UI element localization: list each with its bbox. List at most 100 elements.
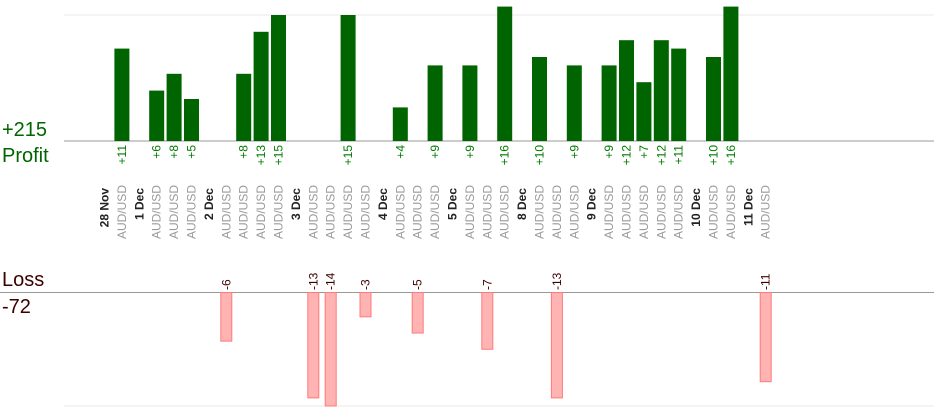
loss-bar [759, 292, 772, 383]
profit-total: +215 [2, 119, 48, 141]
date-label: 1 Dec [132, 188, 146, 220]
profit-value-label: +11 [672, 145, 686, 165]
pair-label: AUD/USD [324, 185, 338, 239]
loss-bar [359, 292, 372, 318]
date-label: 28 Nov [98, 188, 112, 228]
profit-bar [671, 48, 687, 141]
profit-value-label: +7 [637, 145, 651, 159]
pair-label: AUD/USD [620, 185, 634, 239]
pair-label: AUD/USD [724, 185, 738, 239]
pair-label: AUD/USD [185, 185, 199, 239]
date-label: 2 Dec [202, 188, 216, 220]
profit-value-label: +9 [567, 145, 581, 159]
profit-value-label: +13 [254, 145, 268, 166]
profit-value-label: +11 [115, 145, 129, 165]
loss-value-label: -13 [306, 272, 320, 290]
date-label: 4 Dec [376, 188, 390, 220]
profit-value-label: +15 [272, 145, 286, 166]
pair-label: AUD/USD [219, 185, 233, 239]
pair-label: AUD/USD [428, 185, 442, 239]
profit-bar [532, 57, 547, 141]
pair-label: AUD/USD [498, 185, 512, 239]
loss-value-label: -13 [550, 272, 564, 290]
profit-bar [184, 99, 199, 141]
profit-bar [636, 82, 652, 141]
profit-value-label: +9 [428, 145, 442, 159]
profit-bar [462, 65, 478, 141]
profit-value-label: +6 [150, 145, 164, 159]
pair-label: AUD/USD [637, 185, 651, 239]
profit-label: Profit [2, 145, 49, 167]
loss-value-label: -7 [480, 279, 494, 290]
loss-bar [411, 292, 424, 334]
profit-value-label: +16 [724, 145, 738, 166]
date-label: 10 Dec [689, 188, 703, 227]
profit-value-label: +15 [341, 145, 355, 166]
profit-value-label: +9 [463, 145, 477, 159]
profit-bar [723, 6, 739, 141]
pair-label: AUD/USD [254, 185, 268, 239]
profit-bar [166, 73, 182, 141]
pair-label: AUD/USD [272, 185, 286, 239]
profit-bar [619, 40, 634, 142]
loss-value-label: -11 [759, 273, 773, 290]
date-label: 9 Dec [585, 188, 599, 220]
profit-bar [497, 6, 513, 141]
profit-value-label: +10 [533, 145, 547, 166]
pair-label: AUD/USD [393, 185, 407, 239]
date-label: 11 Dec [741, 188, 755, 226]
profit-bar [236, 73, 252, 141]
profit-value-label: +10 [707, 145, 721, 166]
pair-label: AUD/USD [480, 185, 494, 239]
date-label: 3 Dec [289, 188, 303, 220]
profit-value-label: +12 [620, 145, 634, 166]
loss-bar [324, 292, 337, 407]
pair-label: AUD/USD [602, 185, 616, 239]
profit-bar [706, 57, 721, 141]
pair-label: AUD/USD [306, 185, 320, 239]
labels-layer: 28 Nov AUD/USD +11 1 Dec AUD/USD +6 AUD/USD +8 A… [98, 145, 773, 290]
loss-value-label: -5 [411, 279, 425, 290]
loss-bar [307, 292, 320, 399]
profit-value-label: +4 [393, 145, 407, 159]
pair-label: AUD/USD [167, 185, 181, 239]
pair-label: AUD/USD [150, 185, 164, 239]
loss-value-label: -6 [219, 279, 233, 290]
pair-label: AUD/USD [115, 185, 129, 239]
pair-label: AUD/USD [411, 185, 425, 239]
pair-label: AUD/USD [237, 185, 251, 239]
pair-label: AUD/USD [359, 185, 373, 239]
date-label: 8 Dec [515, 188, 529, 220]
loss-value-label: -3 [359, 279, 373, 290]
profit-value-label: +8 [167, 145, 181, 159]
pair-label: AUD/USD [533, 185, 547, 239]
bars-layer [114, 6, 772, 407]
loss-bar [481, 292, 494, 350]
date-label: 5 Dec [446, 188, 460, 220]
pair-label: AUD/USD [654, 185, 668, 239]
profit-bar [253, 31, 269, 141]
profit-value-label: +8 [237, 145, 251, 159]
pair-label: AUD/USD [759, 185, 773, 239]
loss-value-label: -14 [324, 272, 338, 290]
loss-bar [550, 292, 563, 399]
profit-bar [427, 65, 443, 141]
pair-label: AUD/USD [707, 185, 721, 239]
profit-bar [340, 15, 356, 141]
profit-bar [653, 40, 669, 142]
profit-bar [149, 90, 165, 141]
loss-total: -72 [2, 296, 31, 318]
pair-label: AUD/USD [463, 185, 477, 239]
profit-bar [566, 65, 582, 141]
profit-value-label: +9 [602, 145, 616, 159]
profit-bar [271, 15, 286, 141]
pair-label: AUD/USD [341, 185, 355, 239]
loss-bar [220, 292, 233, 342]
pair-label: AUD/USD [567, 185, 581, 239]
profit-value-label: +16 [498, 145, 512, 166]
profit-bar [114, 48, 130, 141]
profit-value-label: +5 [185, 145, 199, 159]
profit-bar [601, 65, 617, 141]
profit-bar [392, 107, 408, 141]
